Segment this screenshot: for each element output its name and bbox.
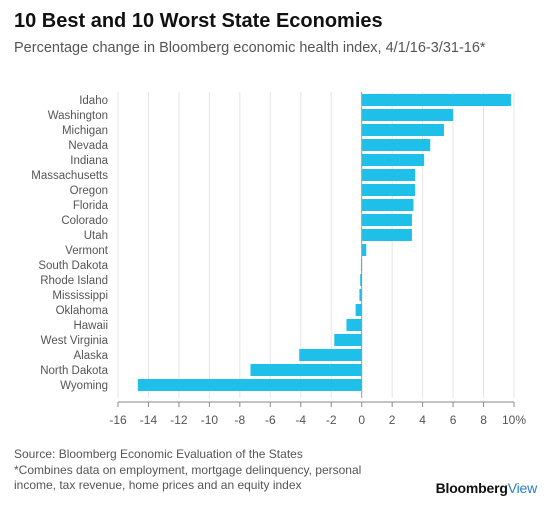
- x-tick-label: -16: [109, 413, 127, 427]
- brand-accent: View: [507, 480, 537, 496]
- category-label: Washington: [48, 110, 108, 122]
- bar-indiana: [361, 154, 425, 166]
- category-label: Nevada: [68, 140, 108, 152]
- bar-oregon: [361, 184, 415, 196]
- category-label: Oregon: [70, 185, 108, 197]
- bar-michigan: [361, 124, 444, 136]
- footnote-line-2: income, tax revenue, home prices and an …: [14, 478, 302, 492]
- category-label: Oklahoma: [56, 305, 109, 317]
- brand-main: Bloomberg: [435, 480, 508, 496]
- x-tick-label: -4: [295, 413, 306, 427]
- x-tick-label: -12: [170, 413, 188, 427]
- bar-alaska: [299, 349, 362, 361]
- bar-wyoming: [137, 379, 362, 391]
- category-label: Vermont: [65, 245, 109, 257]
- x-tick-label: -2: [326, 413, 337, 427]
- category-label: West Virginia: [41, 335, 109, 347]
- chart-subtitle: Percentage change in Bloomberg economic …: [14, 40, 486, 56]
- category-label: Rhode Island: [40, 275, 108, 287]
- category-label: South Dakota: [38, 260, 108, 272]
- x-tick-label: 0: [358, 413, 365, 427]
- bar-washington: [361, 109, 454, 121]
- category-label: Michigan: [62, 125, 108, 137]
- x-tick-label: 8: [480, 413, 487, 427]
- bar-utah: [361, 229, 412, 241]
- x-tick-label: -10: [201, 413, 219, 427]
- bar-florida: [361, 199, 414, 211]
- category-label: Hawaii: [73, 320, 108, 332]
- category-label: North Dakota: [40, 365, 108, 377]
- category-label: Indiana: [70, 155, 108, 167]
- category-label: Utah: [84, 230, 108, 242]
- bar-massachusetts: [361, 169, 415, 181]
- x-tick-label: -6: [265, 413, 276, 427]
- category-label: Wyoming: [60, 380, 108, 392]
- bloomberg-view-logo: BloombergView: [435, 480, 538, 496]
- bar-oklahoma: [355, 304, 362, 316]
- bar-colorado: [361, 214, 412, 226]
- footnote-line-1: *Combines data on employment, mortgage d…: [14, 463, 362, 477]
- bar-chart: Idaho Washington Michigan Nevada Indiana Mass…: [31, 92, 526, 427]
- x-tick-label: -14: [140, 413, 158, 427]
- bar-vermont: [361, 244, 367, 256]
- x-tick-label: 10%: [502, 413, 526, 427]
- chart-title: 10 Best and 10 Worst State Economies: [14, 10, 383, 32]
- source-note: Source: Bloomberg Economic Evaluation of…: [14, 447, 303, 461]
- bar-west-virginia: [334, 334, 362, 346]
- x-tick-label: 4: [419, 413, 426, 427]
- bar-hawaii: [346, 319, 362, 331]
- bar-idaho: [361, 94, 511, 106]
- bar-mississippi: [359, 289, 362, 301]
- category-label: Mississippi: [52, 290, 108, 302]
- category-label: Idaho: [79, 95, 108, 107]
- category-label: Alaska: [73, 350, 108, 362]
- bar-nevada: [361, 139, 431, 151]
- category-label: Massachusetts: [31, 170, 108, 182]
- bar-rhode-island: [360, 274, 362, 286]
- x-tick-label: -8: [235, 413, 246, 427]
- category-label: Colorado: [61, 215, 108, 227]
- category-label: Florida: [73, 200, 109, 212]
- bar-north-dakota: [250, 364, 362, 376]
- x-tick-label: 2: [389, 413, 396, 427]
- x-tick-label: 6: [450, 413, 457, 427]
